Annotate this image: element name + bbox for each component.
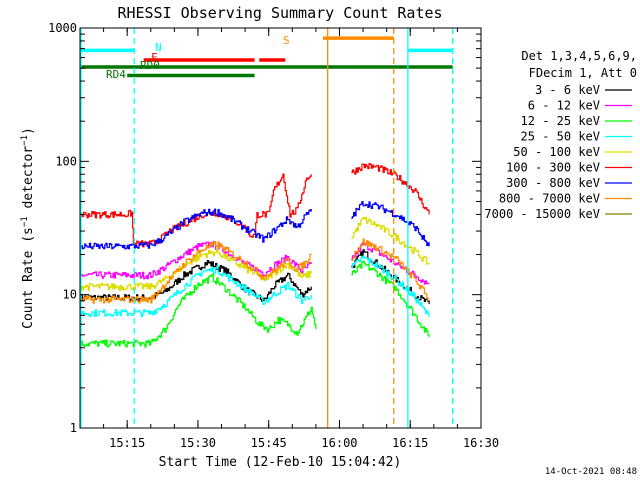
flag-bars-layer: [80, 36, 453, 78]
legend-header-1: Det 1,3,4,5,6,9,: [521, 49, 637, 63]
chart-title: RHESSI Observing Summary Count Rates: [117, 4, 442, 22]
legend-label-300-800-kev: 300 - 800 keV: [506, 176, 600, 190]
y-tick-label-10: 10: [63, 288, 77, 302]
y-axis-ticks: 1 10 100 1000: [48, 21, 481, 435]
timestamp: 14-Oct-2021 08:48: [545, 467, 637, 477]
legend-label-3-6-kev: 3 - 6 keV: [535, 83, 600, 97]
series-300-800-kev-seg-0: [80, 208, 312, 250]
legend-label-800-7000-kev: 800 - 7000 keV: [499, 192, 600, 206]
flag-label-rd4: RD4: [106, 68, 126, 81]
legend-label-50-100-kev: 50 - 100 keV: [513, 145, 600, 159]
series-100-300-kev-seg-1: [351, 163, 430, 215]
plot-frame: [79, 27, 482, 429]
series-50-100-kev-seg-1: [351, 216, 430, 265]
y-tick-label-1: 1: [70, 421, 77, 435]
x-axis-ticks: 15:15 15:30 15:45 16:00 16:15 16:30: [103, 28, 499, 450]
x-tick-label-15-15: 15:15: [109, 436, 145, 450]
flag-label-f: F: [151, 51, 158, 64]
legend-label-25-50-kev: 25 - 50 keV: [521, 130, 600, 144]
series-25-50-kev-seg-1: [351, 255, 430, 317]
x-tick-label-15-30: 15:30: [180, 436, 216, 450]
y-tick-label-1000: 1000: [48, 21, 77, 35]
x-tick-label-16-00: 16:00: [321, 436, 357, 450]
series-12-25-kev-seg-1: [351, 260, 430, 338]
vertical-lines-layer: [80, 28, 454, 428]
series-100-300-kev-seg-0: [80, 173, 312, 248]
legend-label-6-12-kev: 6 - 12 keV: [528, 99, 600, 113]
series-12-25-kev-seg-0: [80, 273, 317, 348]
x-axis-label: Start Time (12-Feb-10 15:04:42): [159, 455, 402, 470]
series-300-800-kev-seg-1: [351, 201, 430, 247]
legend-label-100-300-kev: 100 - 300 keV: [506, 161, 600, 175]
flag-label-n: N: [155, 41, 162, 54]
legend-label-7000-15000-kev: 7000 - 15000 keV: [484, 207, 600, 221]
x-tick-label-15-45: 15:45: [251, 436, 287, 450]
legend-label-12-25-kev: 12 - 25 keV: [521, 114, 600, 128]
flag-label-rd0: RD0: [140, 59, 160, 72]
flag-label-s: S: [283, 34, 290, 47]
y-axis-label: Count Rate (s−1 detector−1): [20, 127, 36, 329]
x-tick-label-16-30: 16:30: [463, 436, 499, 450]
legend-header-2: FDecim 1, Att 0: [529, 66, 637, 80]
series-25-50-kev-seg-0: [80, 265, 312, 318]
series-layer: [80, 163, 430, 348]
x-tick-label-16-15: 16:15: [392, 436, 428, 450]
series-800-7000-kev-seg-0: [80, 241, 312, 304]
series-800-7000-kev-seg-1: [351, 238, 430, 301]
series-50-100-kev-seg-0: [80, 247, 312, 291]
y-tick-label-100: 100: [55, 154, 77, 168]
